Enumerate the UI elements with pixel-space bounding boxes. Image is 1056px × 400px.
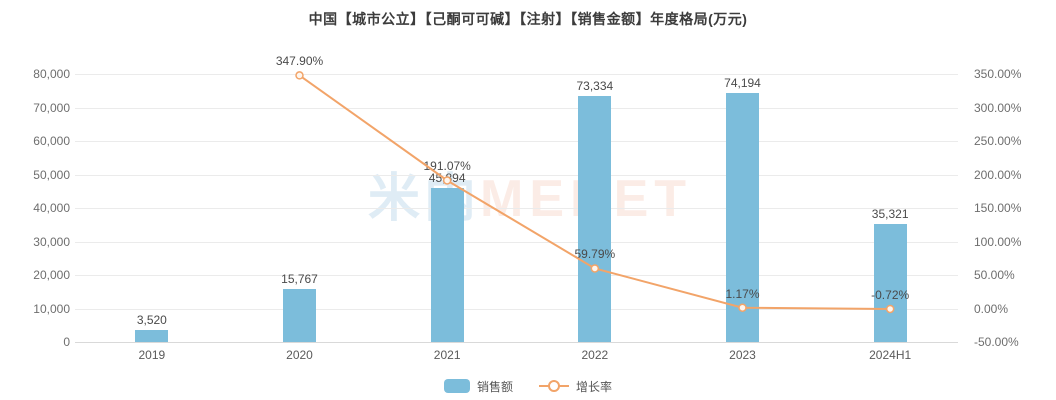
sales-bar-2022[interactable] — [578, 96, 612, 342]
y-axis-right-tick: 250.00% — [974, 134, 1022, 148]
growth-rate-label-2021: 191.07% — [423, 159, 471, 174]
grid-line — [75, 74, 958, 75]
y-axis-right-tick: 50.00% — [974, 268, 1015, 282]
y-axis-right-tick: -50.00% — [974, 335, 1019, 349]
growth-rate-label-2020: 347.90% — [275, 54, 324, 69]
sales-value-label-2023: 74,194 — [724, 76, 761, 91]
sales-bar-swatch-icon — [443, 379, 470, 393]
legend: 销售额 增长率 — [0, 376, 1056, 396]
sales-bar-2024H1[interactable] — [873, 223, 907, 342]
y-axis-right-tick: 350.00% — [974, 67, 1022, 81]
x-axis-label-2023: 2023 — [729, 348, 756, 362]
sales-value-label-2022: 73,334 — [576, 79, 614, 94]
y-axis-left-tick: 0 — [63, 335, 70, 349]
y-axis-right-tick: 0.00% — [974, 301, 1009, 316]
grid-line — [75, 107, 958, 109]
legend-growth-label: 增长率 — [576, 379, 613, 394]
y-axis-left-tick: 50,000 — [33, 167, 70, 182]
grid-line — [75, 342, 958, 343]
y-axis-right-tick: 150.00% — [974, 201, 1022, 215]
sales-bar-2021[interactable] — [430, 188, 464, 342]
y-axis-right-tick: 300.00% — [974, 100, 1022, 115]
sales-bar-2019[interactable] — [135, 330, 169, 342]
menet-watermark: 米内MENET — [368, 170, 692, 228]
sales-value-label-2019: 3,520 — [136, 313, 167, 328]
y-axis-left-tick: 30,000 — [33, 234, 70, 249]
grid-line — [75, 141, 958, 142]
grid-line — [75, 275, 958, 276]
legend-item-growth[interactable]: 增长率 — [539, 378, 612, 395]
x-axis-label-2019: 2019 — [138, 348, 166, 362]
x-axis-label-2020: 2020 — [286, 348, 313, 362]
x-axis-label-2022: 2022 — [581, 348, 609, 362]
grid-line — [75, 241, 958, 243]
grid-line — [75, 308, 958, 310]
sales-value-label-2024H1: 35,321 — [871, 206, 909, 221]
chart-title: 中国【城市公立】【己酮可可碱】【注射】【销售金额】年度格局(万元) — [308, 11, 748, 27]
sales-value-label-2020: 15,767 — [281, 272, 318, 287]
sales-bar-2020[interactable] — [283, 289, 316, 342]
y-axis-left-tick: 10,000 — [33, 301, 70, 316]
y-axis-right-tick: 100.00% — [974, 234, 1022, 249]
growth-rate-label-2023: 1.17% — [725, 286, 760, 301]
y-axis-left-tick: 80,000 — [33, 67, 70, 81]
y-axis-left-tick: 20,000 — [33, 268, 70, 282]
y-axis-left-tick: 40,000 — [33, 201, 70, 215]
y-axis-left-tick: 60,000 — [33, 134, 70, 148]
y-axis-left-tick: 70,000 — [33, 100, 70, 115]
y-axis-right-tick: 200.00% — [974, 167, 1022, 182]
growth-line-swatch-icon — [539, 380, 569, 392]
grid-line — [75, 208, 958, 209]
legend-sales-label: 销售额 — [476, 379, 513, 394]
growth-rate-label-2022: 59.79% — [574, 247, 616, 262]
legend-item-sales[interactable]: 销售额 — [443, 378, 513, 395]
x-axis-label-2024H1: 2024H1 — [869, 348, 912, 362]
grid-line — [75, 174, 958, 176]
sales-bar-2023[interactable] — [726, 93, 759, 342]
x-axis-label-2021: 2021 — [433, 348, 461, 362]
growth-rate-label-2024H1: -0.72% — [871, 287, 910, 302]
growth-point-marker-2020 — [295, 71, 304, 80]
